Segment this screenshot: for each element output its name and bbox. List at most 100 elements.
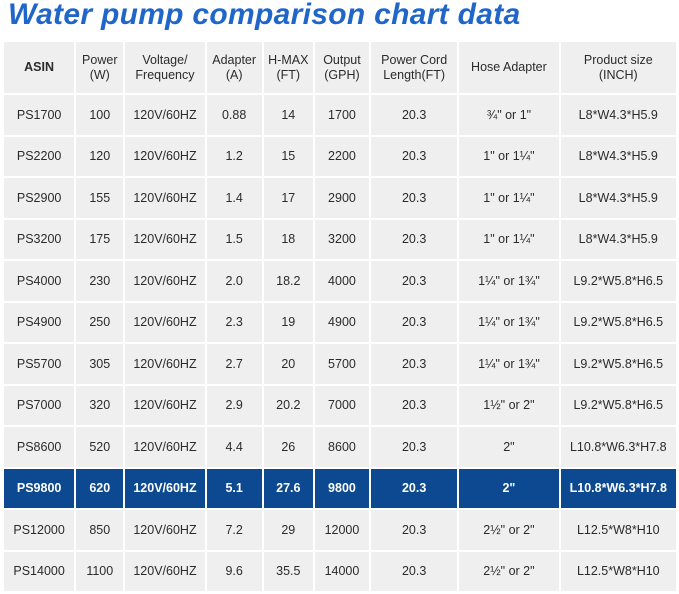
cell-voltage-frequency: 120V/60HZ <box>125 95 205 135</box>
cell-hose-adapter: 2" <box>459 427 559 467</box>
cell-voltage-frequency: 120V/60HZ <box>125 385 205 425</box>
cell-hose-adapter: 1¼" or 1¾" <box>459 302 559 342</box>
cell-output: 14000 <box>314 551 370 591</box>
cell-hose-adapter: 1¼" or 1¾" <box>459 344 559 384</box>
cell-hose-adapter: 1" or 1¼" <box>459 219 559 259</box>
cell-product-size: L10.8*W6.3*H7.8 <box>560 427 676 467</box>
cell-power: 620 <box>76 468 124 508</box>
cell-adapter: 2.9 <box>206 385 262 425</box>
cell-power-cord-length: 20.3 <box>371 427 458 467</box>
cell-h-max: 19 <box>263 302 313 342</box>
cell-h-max: 27.6 <box>263 468 313 508</box>
cell-product-size: L8*W4.3*H5.9 <box>560 136 676 176</box>
cell-adapter: 1.5 <box>206 219 262 259</box>
header-sublabel: Frequency <box>135 67 195 82</box>
cell-product-size: L9.2*W5.8*H6.5 <box>560 261 676 301</box>
pump-comparison-table: ASIN Power (W) Voltage/Frequency Adapter (A) H… <box>2 40 678 593</box>
header-label: ASIN <box>24 60 55 74</box>
cell-power: 120 <box>76 136 124 176</box>
cell-asin: PS4900 <box>4 302 75 342</box>
table-row: PS14000 1100 120V/60HZ 9.6 35.5 14000 20.3 2½" … <box>4 551 676 591</box>
cell-product-size: L12.5*W8*H10 <box>560 551 676 591</box>
cell-product-size: L9.2*W5.8*H6.5 <box>560 302 676 342</box>
header-sublabel: Length(FT) <box>383 67 446 82</box>
cell-h-max: 15 <box>263 136 313 176</box>
column-header-power-cord-length: Power Cord Length(FT) <box>371 42 458 93</box>
cell-h-max: 20.2 <box>263 385 313 425</box>
header-label: Voltage/ <box>142 52 188 67</box>
cell-voltage-frequency: 120V/60HZ <box>125 136 205 176</box>
header-sublabel: (FT) <box>276 67 301 82</box>
cell-power: 175 <box>76 219 124 259</box>
cell-h-max: 17 <box>263 178 313 218</box>
column-header-asin: ASIN <box>4 42 75 93</box>
cell-power-cord-length: 20.3 <box>371 261 458 301</box>
cell-asin: PS12000 <box>4 510 75 550</box>
table-row: PS3200 175 120V/60HZ 1.5 18 3200 20.3 1" or 1¼"… <box>4 219 676 259</box>
cell-product-size: L8*W4.3*H5.9 <box>560 95 676 135</box>
cell-asin: PS1700 <box>4 95 75 135</box>
cell-asin: PS2200 <box>4 136 75 176</box>
cell-product-size: L10.8*W6.3*H7.8 <box>560 468 676 508</box>
header-sublabel: (INCH) <box>598 67 638 82</box>
cell-h-max: 14 <box>263 95 313 135</box>
header-label: Adapter <box>212 52 257 67</box>
cell-output: 3200 <box>314 219 370 259</box>
cell-power-cord-length: 20.3 <box>371 95 458 135</box>
cell-power-cord-length: 20.3 <box>371 468 458 508</box>
header-label: Power Cord <box>381 52 448 67</box>
cell-asin: PS7000 <box>4 385 75 425</box>
cell-adapter: 2.7 <box>206 344 262 384</box>
cell-adapter: 0.88 <box>206 95 262 135</box>
header-label: Power <box>82 52 118 67</box>
cell-adapter: 2.3 <box>206 302 262 342</box>
cell-hose-adapter: ¾" or 1" <box>459 95 559 135</box>
cell-output: 4900 <box>314 302 370 342</box>
page-title: Water pump comparison chart data <box>8 0 521 31</box>
header-label: Output <box>323 52 361 67</box>
header-label: Hose Adapter <box>471 60 547 74</box>
cell-hose-adapter: 1½" or 2" <box>459 385 559 425</box>
cell-output: 8600 <box>314 427 370 467</box>
cell-h-max: 20 <box>263 344 313 384</box>
table-row: PS1700 100 120V/60HZ 0.88 14 1700 20.3 ¾" or 1"… <box>4 95 676 135</box>
cell-adapter: 2.0 <box>206 261 262 301</box>
cell-hose-adapter: 1¼" or 1¾" <box>459 261 559 301</box>
cell-output: 4000 <box>314 261 370 301</box>
cell-product-size: L9.2*W5.8*H6.5 <box>560 385 676 425</box>
header-row: ASIN Power (W) Voltage/Frequency Adapter (A) H… <box>4 42 676 93</box>
cell-product-size: L12.5*W8*H10 <box>560 510 676 550</box>
cell-power: 250 <box>76 302 124 342</box>
cell-adapter: 4.4 <box>206 427 262 467</box>
table-row: PS12000 850 120V/60HZ 7.2 29 12000 20.3 2½" or … <box>4 510 676 550</box>
cell-power-cord-length: 20.3 <box>371 510 458 550</box>
cell-power: 1100 <box>76 551 124 591</box>
table-row: PS4900 250 120V/60HZ 2.3 19 4900 20.3 1¼" or 1¾… <box>4 302 676 342</box>
column-header-product-size: Product size (INCH) <box>560 42 676 93</box>
table-row: PS7000 320 120V/60HZ 2.9 20.2 7000 20.3 1½" or … <box>4 385 676 425</box>
cell-power: 320 <box>76 385 124 425</box>
cell-power-cord-length: 20.3 <box>371 551 458 591</box>
cell-power: 155 <box>76 178 124 218</box>
cell-product-size: L9.2*W5.8*H6.5 <box>560 344 676 384</box>
cell-adapter: 1.4 <box>206 178 262 218</box>
column-header-adapter: Adapter (A) <box>206 42 262 93</box>
cell-voltage-frequency: 120V/60HZ <box>125 302 205 342</box>
cell-h-max: 35.5 <box>263 551 313 591</box>
cell-adapter: 5.1 <box>206 468 262 508</box>
table-body: PS1700 100 120V/60HZ 0.88 14 1700 20.3 ¾" or 1"… <box>4 95 676 591</box>
cell-asin: PS14000 <box>4 551 75 591</box>
cell-power: 100 <box>76 95 124 135</box>
cell-adapter: 7.2 <box>206 510 262 550</box>
cell-adapter: 9.6 <box>206 551 262 591</box>
table-row: PS9800 620 120V/60HZ 5.1 27.6 9800 20.3 2" L10.8… <box>4 468 676 508</box>
column-header-output: Output (GPH) <box>314 42 370 93</box>
cell-power-cord-length: 20.3 <box>371 344 458 384</box>
cell-output: 1700 <box>314 95 370 135</box>
cell-voltage-frequency: 120V/60HZ <box>125 178 205 218</box>
cell-power-cord-length: 20.3 <box>371 178 458 218</box>
cell-output: 7000 <box>314 385 370 425</box>
cell-asin: PS5700 <box>4 344 75 384</box>
cell-h-max: 29 <box>263 510 313 550</box>
column-header-h-max: H-MAX (FT) <box>263 42 313 93</box>
